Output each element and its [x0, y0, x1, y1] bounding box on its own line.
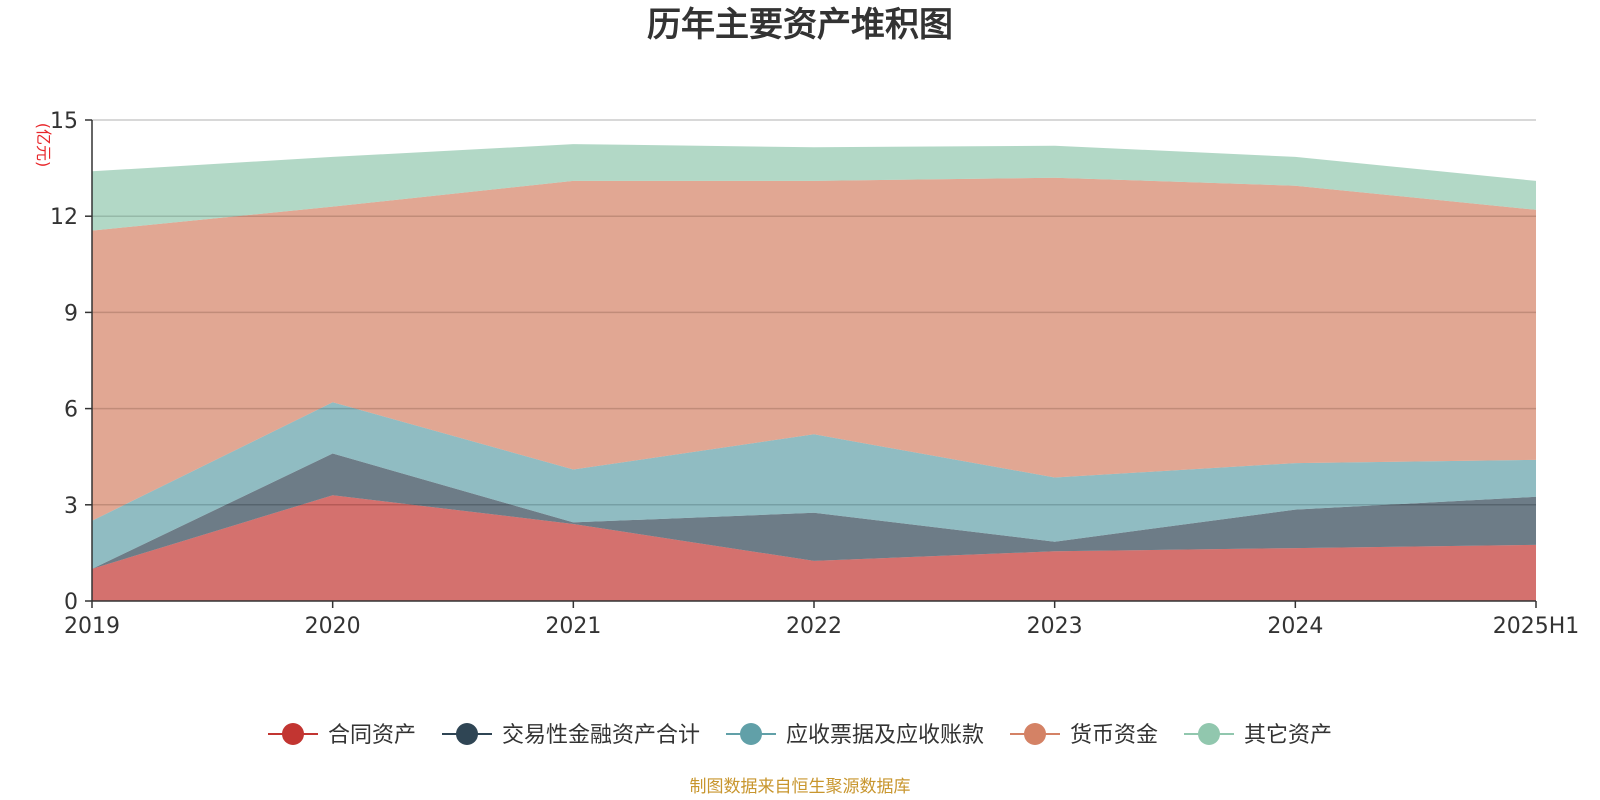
legend-marker-5 — [1198, 723, 1220, 745]
y-tick-label-6: 6 — [64, 398, 78, 423]
legend-label-5: 其它资产 — [1244, 723, 1332, 748]
x-tick-label-2020: 2020 — [305, 614, 361, 639]
series-areas — [92, 144, 1536, 601]
legend-label-3: 应收票据及应收账款 — [786, 723, 984, 748]
y-axis-unit-label: (亿元) — [34, 123, 53, 168]
legend-marker-3 — [740, 723, 762, 745]
y-tick-label-3: 3 — [64, 494, 78, 519]
area-series-2[interactable] — [92, 453, 1536, 569]
legend-item-2[interactable]: 交易性金融资产合计 — [442, 723, 700, 748]
x-tick-label-2022: 2022 — [786, 614, 842, 639]
area-series-1[interactable] — [92, 495, 1536, 601]
legend-item-1[interactable]: 合同资产 — [268, 723, 416, 748]
y-tick-label-15: 15 — [50, 109, 78, 134]
legend-marker-1 — [282, 723, 304, 745]
data-source-note: 制图数据来自恒生聚源数据库 — [690, 777, 911, 797]
y-tick-label-12: 12 — [50, 205, 78, 230]
chart-title: 历年主要资产堆积图 — [647, 5, 953, 45]
legend: 合同资产 交易性金融资产合计 应收票据及应收账款 货币资金 其它资产 — [268, 723, 1332, 748]
legend-marker-4 — [1024, 723, 1046, 745]
x-tick-label-2019: 2019 — [64, 614, 120, 639]
legend-item-5[interactable]: 其它资产 — [1184, 723, 1332, 748]
x-tick-label-2023: 2023 — [1027, 614, 1083, 639]
y-tick-label-0: 0 — [64, 590, 78, 615]
x-tick-label-2021: 2021 — [545, 614, 601, 639]
area-series-3[interactable] — [92, 402, 1536, 569]
legend-label-1: 合同资产 — [328, 723, 416, 748]
legend-item-3[interactable]: 应收票据及应收账款 — [726, 723, 984, 748]
area-series-4[interactable] — [92, 177, 1536, 521]
legend-label-2: 交易性金融资产合计 — [502, 723, 700, 748]
area-series-5[interactable] — [92, 144, 1536, 231]
axes: 0 3 6 9 12 15 2019 2020 2021 2022 2023 2024 2025H1 — [50, 109, 1579, 639]
x-tick-label-2024: 2024 — [1267, 614, 1323, 639]
legend-item-4[interactable]: 货币资金 — [1010, 723, 1158, 748]
y-tick-label-9: 9 — [64, 301, 78, 326]
legend-marker-2 — [456, 723, 478, 745]
x-tick-label-2025H1: 2025H1 — [1493, 614, 1580, 639]
legend-label-4: 货币资金 — [1070, 723, 1158, 748]
